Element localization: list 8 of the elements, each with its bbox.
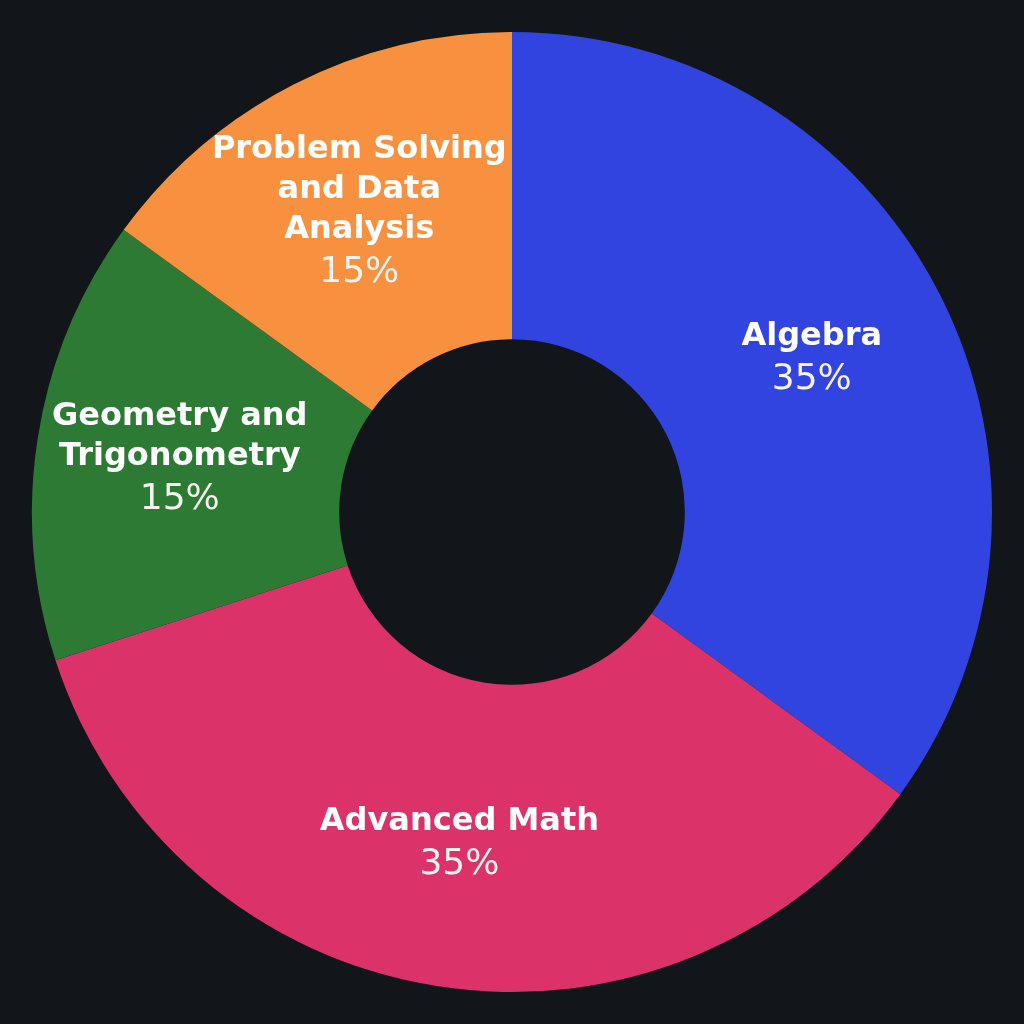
data-label: 15%	[319, 248, 400, 290]
data-label: 35%	[771, 355, 852, 397]
slice-label: Algebra	[741, 314, 883, 353]
slice-label: Advanced Math	[319, 799, 599, 838]
data-label: 35%	[419, 840, 500, 882]
data-label: 15%	[139, 475, 220, 517]
slice-label: Geometry and Trigonometry	[52, 394, 308, 473]
slice-label: Problem Solving and Data Analysis	[211, 127, 507, 246]
